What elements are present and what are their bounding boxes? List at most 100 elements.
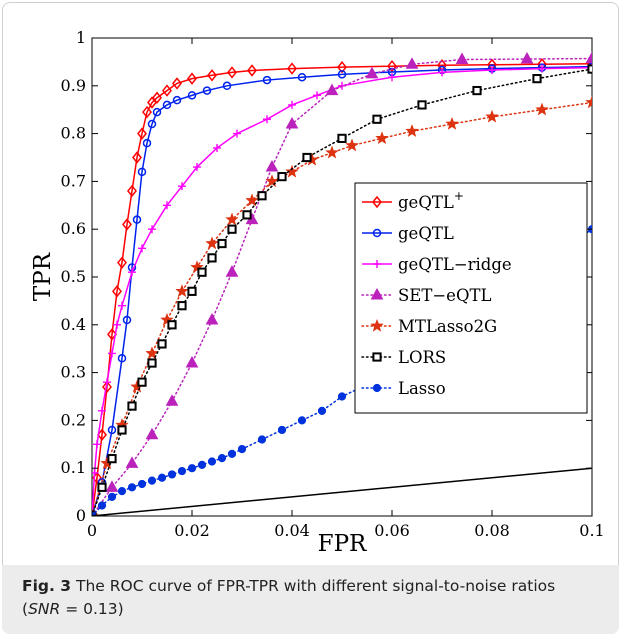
- x-tick-label-5: 0.1: [579, 521, 604, 540]
- series-3-point-4: [165, 394, 179, 406]
- series-1-point-6: [132, 215, 142, 224]
- legend-marker-1: [372, 228, 382, 238]
- series-4-line: [92, 101, 592, 516]
- series-4-point-19: [485, 109, 499, 123]
- series-5-point-21: [417, 100, 427, 110]
- series-5-point-8: [167, 320, 177, 330]
- series-2-point-18: [313, 91, 321, 100]
- y-tick-label-8: 0.8: [61, 124, 86, 143]
- series-6-point-8: [167, 470, 177, 479]
- series-3-point-2: [125, 456, 139, 468]
- snr-value: = 0.13): [60, 600, 124, 618]
- series-1-point-11: [162, 100, 172, 110]
- legend-label-4: MTLasso2G: [398, 317, 497, 336]
- roc-chart: 0 0.02 0.04 0.06 0.08 0.1 0 0.1 0.2 0.3 0.4 0.5 0.6 0…: [30, 28, 605, 557]
- series-4-point-18: [445, 116, 459, 130]
- series-2-point-22: [488, 66, 496, 75]
- series-6-point-14: [227, 449, 237, 458]
- series-3-point-10: [285, 117, 299, 129]
- series-2-point-10: [148, 225, 156, 234]
- series-4-point-7: [190, 260, 204, 274]
- series-0-point-8: [127, 184, 137, 198]
- series-0-point-11: [142, 105, 152, 119]
- series-3-point-14: [455, 52, 469, 65]
- series-7: [92, 467, 592, 516]
- series-3-point-13: [405, 57, 419, 69]
- series-6-point-7: [157, 473, 167, 482]
- series-1-point-10: [152, 107, 162, 117]
- series-4-point-17: [405, 123, 419, 138]
- legend-label-0: geQTL+: [398, 189, 464, 212]
- series-1-point-15: [222, 81, 232, 91]
- series-2-point-8: [128, 268, 136, 277]
- series-0-point-4: [107, 328, 117, 341]
- series-0-point-10: [137, 127, 147, 140]
- legend-entry-1: geQTL: [362, 224, 454, 243]
- series-5-point-10: [187, 286, 197, 296]
- series-1-point-18: [337, 70, 347, 79]
- legend-marker-6: [372, 383, 382, 393]
- y-tick-label-10: 1: [76, 28, 86, 47]
- series-5-point-14: [227, 224, 237, 234]
- series-6-point-5: [137, 479, 147, 489]
- series-2-point-15: [233, 129, 241, 138]
- series-1-point-13: [187, 91, 197, 100]
- series-3: [92, 51, 592, 516]
- series-0-line: [92, 63, 592, 516]
- series-1-point-7: [137, 167, 147, 177]
- series-0-point-15: [172, 77, 182, 90]
- y-tick-label-2: 0.2: [61, 410, 86, 429]
- series-2-point-3: [98, 406, 106, 415]
- series-5-point-3: [117, 425, 127, 435]
- series-1-line: [92, 65, 592, 516]
- series-5-point-20: [372, 114, 382, 124]
- series-4-point-10: [245, 193, 259, 207]
- legend-entry-0: geQTL+: [362, 189, 464, 212]
- y-tick-label-6: 0.6: [61, 219, 86, 238]
- legend-entry-2: geQTL−ridge: [362, 255, 512, 274]
- series-0-point-3: [102, 380, 112, 394]
- legend-label-1: geQTL: [398, 224, 454, 243]
- series-2-point-16: [263, 115, 271, 124]
- series-2-point-21: [438, 68, 446, 77]
- y-tick-label-0: 0: [76, 506, 86, 525]
- series-3-point-7: [225, 265, 239, 277]
- series-2-point-1: [92, 468, 99, 477]
- y-tick-label-4: 0.4: [61, 315, 86, 334]
- series-6-point-11: [197, 460, 207, 469]
- series-5-point-13: [217, 238, 227, 249]
- series-5-point-5: [137, 377, 147, 387]
- series-4-point-8: [205, 236, 219, 250]
- tick-layer: 0 0.02 0.04 0.06 0.08 0.1 0 0.1 0.2 0.3 0.4 0.5 0.6 0…: [61, 28, 605, 540]
- series-0-point-13: [152, 91, 162, 104]
- series-3-point-5: [185, 356, 199, 368]
- series-6-point-1: [97, 501, 107, 510]
- legend-label-3: SET−eQTL: [398, 286, 491, 305]
- legend-marker-0: [372, 195, 382, 209]
- legend-marker-4: [370, 318, 384, 332]
- x-tick-label-2: 0.04: [274, 521, 310, 540]
- series-2-point-13: [193, 163, 201, 172]
- series-5-point-19: [337, 133, 347, 143]
- series-5-point-22: [472, 85, 482, 96]
- series-6-point-3: [117, 487, 127, 496]
- series-1-point-16: [262, 75, 272, 85]
- caption-paren-open: (: [22, 600, 29, 618]
- caption-text: The ROC curve of FPR-TPR with different …: [71, 577, 556, 595]
- series-6-point-6: [147, 476, 157, 485]
- series-1-point-3: [117, 354, 127, 363]
- series-6-point-12: [207, 457, 217, 466]
- series-5-point-4: [127, 401, 137, 411]
- x-tick-label-4: 0.08: [474, 521, 510, 540]
- series-5-point-18: [302, 152, 312, 163]
- y-tick-label-3: 0.3: [61, 363, 86, 382]
- series-5-point-17: [277, 172, 287, 182]
- series-0-point-7: [122, 218, 132, 231]
- series-3-point-1: [105, 480, 119, 492]
- series-4-point-16: [375, 131, 389, 145]
- series-6-point-4: [127, 483, 137, 492]
- series-0-point-6: [117, 256, 127, 269]
- series-0-point-14: [162, 84, 172, 97]
- series-1-point-14: [202, 86, 212, 95]
- series-2-point-11: [163, 201, 171, 210]
